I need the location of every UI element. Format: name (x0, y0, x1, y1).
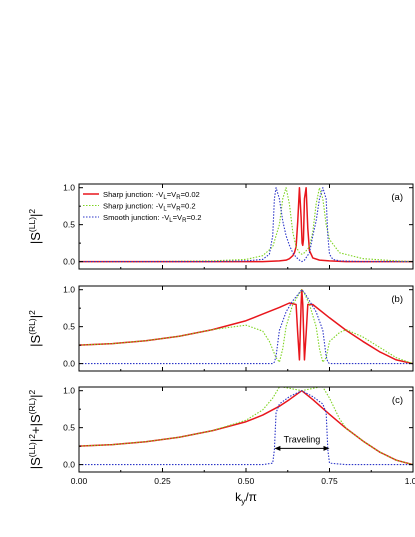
legend-text-a: Smooth junction: -V (103, 213, 170, 222)
x-tick-label: 0.75 (321, 476, 338, 486)
legend-text-b: =V (167, 202, 177, 211)
y-label-bar: | (28, 315, 43, 318)
legend-sub-l: L (169, 218, 173, 224)
legend-text-c: =0.02 (181, 190, 200, 199)
legend-sub-l: L (163, 207, 167, 213)
y-label-sup: (LL) (27, 217, 37, 232)
y-label-plus: +|S (28, 414, 43, 434)
legend-entry-sharp2: Sharp junction: -VL=VR=0.2 (103, 202, 196, 213)
legend-entry-sharp02: Sharp junction: -VL=VR=0.02 (103, 190, 200, 201)
y-tick-label: 0.5 (63, 220, 75, 230)
x-tick-label: 0.25 (154, 476, 171, 486)
y-label-sup4: 2 (27, 389, 37, 394)
series-line-sharp02 (79, 389, 413, 466)
y-tick-label: 0.5 (63, 423, 75, 433)
panel-b: 0.0 0.5 1.0 (b) |S(RL)|2 (27, 285, 414, 372)
y-label-bar: | (28, 439, 43, 442)
series-line-smooth2 (79, 390, 413, 466)
legend-sub-r: R (176, 195, 181, 201)
y-label-bar: | (28, 214, 43, 217)
series-line-smooth2 (79, 187, 413, 263)
y-tick-label: 0.0 (63, 257, 75, 267)
y-axis-label: |S(LL)|2+|S(RL)|2 (27, 389, 43, 469)
x-tick-label: 1.00 (405, 476, 415, 486)
y-label-base: |S (28, 334, 43, 346)
series-line-sharp02 (79, 288, 413, 365)
y-label-sup: (RL) (27, 318, 37, 335)
plot-frame (78, 285, 414, 372)
legend-sub-r: R (176, 207, 181, 213)
legend-entry-smooth2: Smooth junction: -VL=VR=0.2 (103, 213, 201, 224)
y-label-sup2: 2 (27, 434, 37, 439)
traveling-arrow-right (323, 445, 330, 451)
legend-sub-r: R (182, 218, 187, 224)
legend-text-c: =0.2 (181, 202, 196, 211)
panel-label: (b) (391, 294, 403, 305)
traveling-arrow-left (274, 445, 281, 451)
x-axis-label: ky/π (235, 490, 257, 506)
series-group (79, 288, 413, 365)
series-group (79, 186, 413, 263)
x-label-sub: y (241, 496, 246, 506)
series-line-sharp2 (79, 187, 413, 263)
plot-frame (78, 386, 414, 473)
y-tick-label: 1.0 (63, 386, 75, 396)
y-label-base: |S (28, 457, 43, 469)
series-line-sharp02 (79, 186, 413, 263)
y-label-sup3: (RL) (27, 398, 37, 415)
y-label-sup: (LL) (27, 442, 37, 457)
y-label-sup2: 2 (27, 310, 37, 315)
y-label-base: |S (28, 232, 43, 244)
y-tick-label: 0.5 (63, 322, 75, 332)
y-label-bar2: | (28, 394, 43, 397)
panel-label: (a) (391, 192, 403, 203)
x-label-base: k (235, 490, 242, 504)
panel-label: (c) (392, 395, 403, 406)
legend-sub-l: L (163, 195, 167, 201)
legend-text-a: Sharp junction: -V (103, 202, 164, 211)
series-line-smooth2 (79, 289, 413, 365)
y-axis-label: |S(RL)|2 (27, 310, 43, 347)
legend-text-a: Sharp junction: -V (103, 190, 164, 199)
panel-c: 0.00.51.0(c)|S(LL)|2+|S(RL)|20.00 0.25 0.5… (27, 386, 415, 506)
legend-text-c: =0.2 (186, 213, 201, 222)
y-tick-label: 0.0 (63, 460, 75, 470)
series-group (79, 387, 413, 466)
y-tick-label: 1.0 (63, 183, 75, 193)
traveling-annotation: Traveling (284, 434, 321, 444)
series-line-sharp2 (79, 289, 413, 365)
legend-text-b: =V (173, 213, 183, 222)
y-tick-label: 0.0 (63, 359, 75, 369)
x-label-tail: /π (245, 490, 257, 504)
x-tick-label: 0.50 (238, 476, 255, 486)
series-line-sharp2 (79, 387, 413, 466)
y-axis-label: |S(LL)|2 (27, 209, 43, 245)
y-label-sup2: 2 (27, 209, 37, 214)
y-tick-label: 1.0 (63, 285, 75, 295)
x-tick-label: 0.00 (71, 476, 88, 486)
legend-text-b: =V (167, 190, 177, 199)
